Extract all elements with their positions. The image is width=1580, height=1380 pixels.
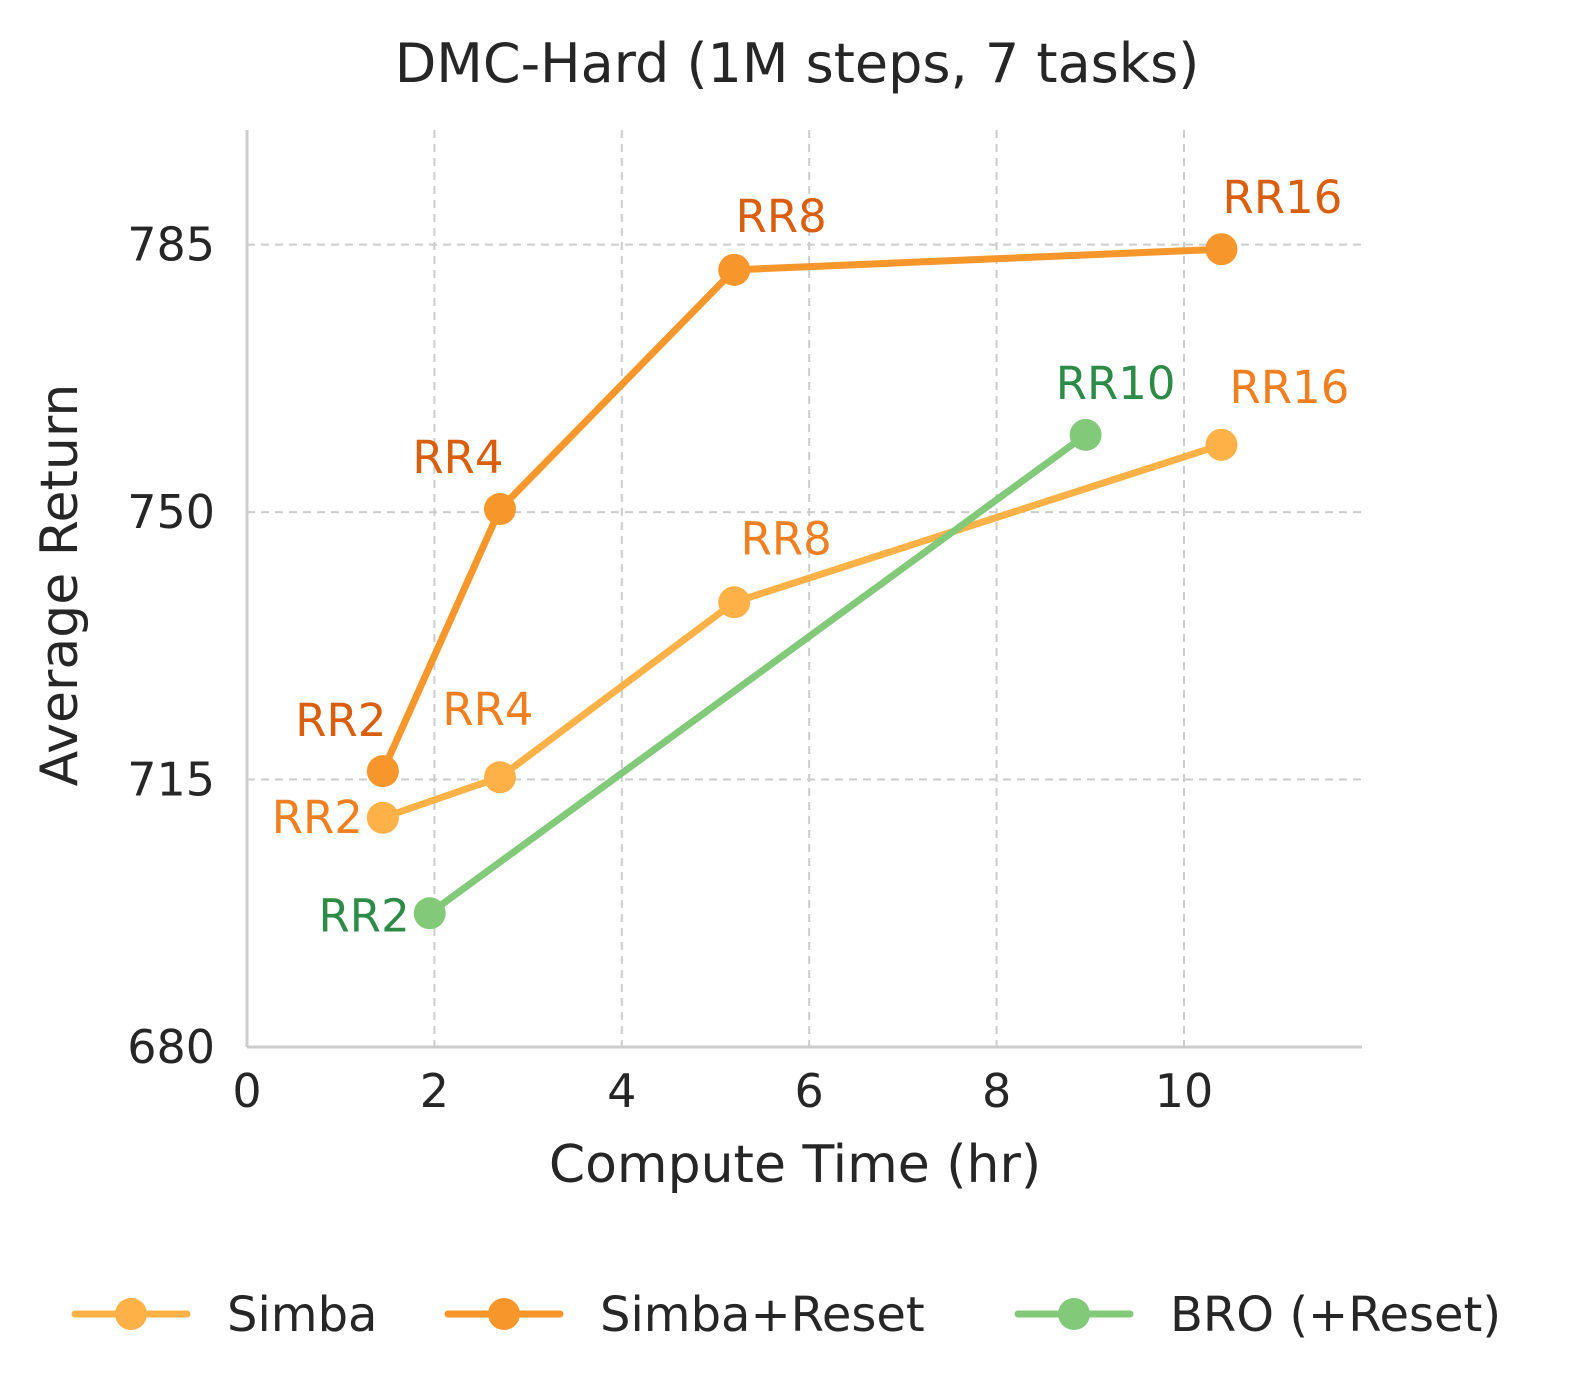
y-tick-label: 750 — [127, 485, 215, 539]
data-label: RR4 — [412, 431, 503, 484]
data-label: RR4 — [442, 683, 533, 736]
x-axis-label: Compute Time (hr) — [549, 1135, 1041, 1195]
data-label: RR2 — [295, 694, 386, 747]
data-point — [718, 586, 751, 619]
grid — [247, 130, 1362, 1047]
y-tick-label: 715 — [127, 753, 215, 807]
legend-label: Simba — [227, 1287, 377, 1343]
data-label: RR2 — [319, 889, 410, 942]
legend-label: Simba+Reset — [600, 1287, 925, 1343]
y-tick-label: 785 — [127, 218, 215, 272]
data-point — [718, 253, 751, 286]
data-point — [483, 493, 516, 526]
series-line — [379, 245, 1225, 775]
chart-title: DMC-Hard (1M steps, 7 tasks) — [395, 32, 1200, 95]
data-point — [1069, 418, 1102, 451]
legend-marker — [488, 1298, 520, 1330]
legend-item: BRO (+Reset) — [1014, 1287, 1501, 1343]
legend-item: Simba+Reset — [444, 1287, 925, 1343]
legend-marker — [115, 1298, 147, 1330]
data-point — [1205, 428, 1238, 461]
data-label: RR10 — [1056, 357, 1176, 410]
series-group: RR2 RR4 RR8 RR16 RR2 RR4 RR8 RR16 RR2 RR10 — [272, 171, 1350, 942]
x-tick-label: 2 — [420, 1064, 449, 1118]
data-point — [1205, 233, 1238, 266]
data-label: RR16 — [1223, 171, 1343, 224]
series-1: RR2 RR4 RR8 RR16 — [295, 171, 1343, 788]
series-line — [379, 441, 1225, 822]
data-label: RR16 — [1230, 361, 1350, 414]
y-tick-label: 680 — [127, 1020, 215, 1074]
legend-item: Simba — [71, 1287, 377, 1343]
series-line — [426, 431, 1090, 917]
x-tick-label: 4 — [607, 1064, 636, 1118]
data-point — [366, 755, 399, 788]
series-2: RR2 RR10 — [319, 357, 1176, 942]
y-axis-label: Average Return — [30, 384, 90, 787]
series-0: RR2 RR4 RR8 RR16 — [272, 361, 1350, 844]
x-tick-label: 8 — [982, 1064, 1011, 1118]
data-label: RR8 — [736, 190, 827, 243]
data-point — [483, 761, 516, 794]
x-tick-label: 10 — [1155, 1064, 1214, 1118]
x-tick-label: 6 — [795, 1064, 824, 1118]
data-label: RR2 — [272, 791, 363, 844]
legend: Simba Simba+Reset BRO (+Reset) — [71, 1287, 1501, 1343]
data-point — [413, 897, 446, 930]
x-tick-label: 0 — [232, 1064, 261, 1118]
data-label: RR8 — [741, 512, 832, 565]
legend-label: BRO (+Reset) — [1170, 1287, 1501, 1343]
data-point — [366, 801, 399, 834]
axes — [245, 130, 1362, 1049]
tick-labels: 0 2 4 6 8 10 680 715 750 785 — [127, 218, 1213, 1118]
legend-marker — [1058, 1298, 1090, 1330]
